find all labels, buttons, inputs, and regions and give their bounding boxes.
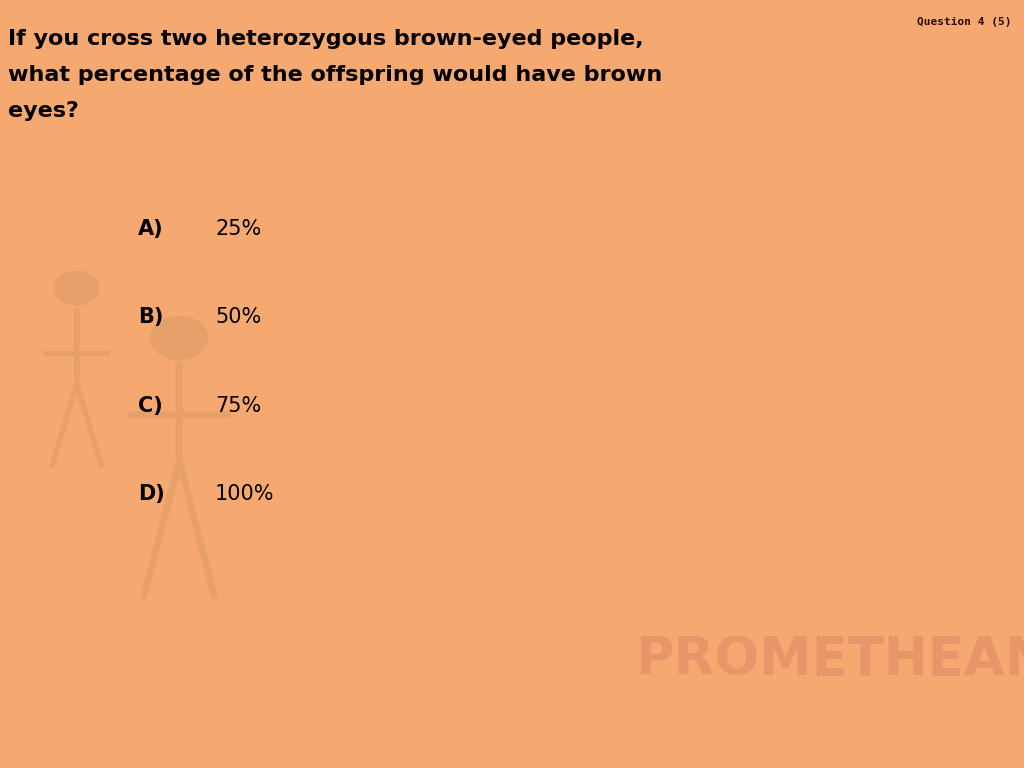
Text: If you cross two heterozygous brown-eyed people,: If you cross two heterozygous brown-eyed…: [8, 29, 644, 49]
Text: 100%: 100%: [215, 484, 274, 504]
Text: A): A): [138, 219, 164, 239]
Text: eyes?: eyes?: [8, 101, 79, 121]
Text: Question 4 (5): Question 4 (5): [918, 17, 1012, 27]
Text: 25%: 25%: [215, 219, 261, 239]
Text: PROMETHEAN: PROMETHEAN: [635, 634, 1024, 687]
Text: 50%: 50%: [215, 307, 261, 327]
Text: C): C): [138, 396, 163, 415]
Text: D): D): [138, 484, 165, 504]
Text: 75%: 75%: [215, 396, 261, 415]
Text: what percentage of the offspring would have brown: what percentage of the offspring would h…: [8, 65, 663, 85]
Text: B): B): [138, 307, 164, 327]
